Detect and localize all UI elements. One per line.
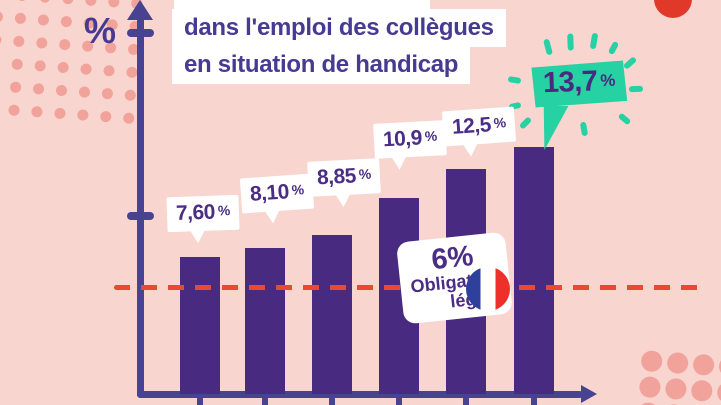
decorative-dot xyxy=(35,37,48,49)
y-axis-tick-20 xyxy=(127,29,154,37)
dot-pattern-bottom-right xyxy=(635,350,721,405)
dot-pattern-top-left xyxy=(0,0,143,125)
sparkle-dash-9 xyxy=(518,116,533,130)
y-axis-label: % xyxy=(84,10,117,51)
value-number: 10,9 xyxy=(382,126,423,152)
decorative-dot xyxy=(58,38,71,51)
decorative-dot xyxy=(666,351,689,375)
value-number: 8,10 xyxy=(249,180,290,206)
decorative-dot xyxy=(55,84,68,97)
x-axis-tick-4 xyxy=(396,396,402,405)
sparkle-dash-2 xyxy=(567,33,574,51)
bar-2 xyxy=(245,248,285,394)
value-bubble-3: 8,85% xyxy=(307,158,382,208)
decorative-dot xyxy=(692,353,715,377)
decorative-dot xyxy=(62,0,74,5)
bubble-tail xyxy=(334,192,352,208)
value-bubble-1: 7,60% xyxy=(166,194,240,244)
decorative-dot xyxy=(0,10,4,23)
decorative-dot xyxy=(78,86,91,98)
highlight-bubble-tail xyxy=(543,106,569,150)
value-number: 12,5 xyxy=(451,113,492,139)
bar-3 xyxy=(312,234,352,394)
decorative-dot xyxy=(14,12,27,25)
decorative-dot xyxy=(0,33,2,46)
percent-symbol: % xyxy=(291,181,305,198)
decorative-dot xyxy=(103,64,115,77)
decorative-dot xyxy=(99,110,112,123)
x-axis-tick-3 xyxy=(329,396,335,405)
bar-6 xyxy=(514,147,554,394)
decorative-dot xyxy=(54,107,66,120)
percent-symbol: % xyxy=(424,127,438,145)
bubble-tail xyxy=(264,208,282,224)
sparkle-dash-8 xyxy=(579,121,589,137)
decorative-dot xyxy=(57,61,69,74)
decorative-dot xyxy=(37,14,50,26)
y-axis xyxy=(137,14,144,398)
y-axis-arrow-icon xyxy=(127,0,153,20)
sparkle-dash-3 xyxy=(589,32,599,50)
value-number: 7,60 xyxy=(175,200,216,225)
decorative-dot xyxy=(31,105,43,118)
x-axis-tick-2 xyxy=(262,396,268,405)
bubble-tail xyxy=(189,228,207,244)
percent-symbol: % xyxy=(600,70,616,91)
decorative-dot xyxy=(60,15,73,28)
bubble-tail xyxy=(462,142,480,158)
percent-symbol: % xyxy=(493,114,507,131)
sparkle-dash-11 xyxy=(507,75,522,85)
x-axis xyxy=(137,391,583,398)
value-bubble-4: 10,9% xyxy=(373,120,448,171)
decorative-dot xyxy=(122,112,135,125)
decorative-dot xyxy=(12,35,25,48)
decorative-circle xyxy=(654,0,692,18)
decorative-dot xyxy=(80,63,92,75)
decorative-dot xyxy=(34,60,47,72)
decorative-dot xyxy=(690,379,714,402)
decorative-dot xyxy=(32,82,45,95)
percent-symbol: % xyxy=(358,165,372,183)
sparkle-dash-6 xyxy=(628,85,644,93)
y-axis-tick-10 xyxy=(127,212,154,220)
decorative-dot xyxy=(39,0,51,3)
decorative-dot xyxy=(107,0,120,8)
title-line-2: dans l'emploi des collègues xyxy=(172,9,506,48)
x-axis-tick-1 xyxy=(197,396,203,405)
percent-symbol: % xyxy=(217,202,231,219)
french-flag-icon xyxy=(466,267,510,311)
value-number: 8,85 xyxy=(316,164,357,190)
decorative-dot xyxy=(16,0,28,2)
x-axis-arrow-icon xyxy=(581,385,597,403)
x-axis-tick-6 xyxy=(531,396,537,405)
decorative-dot xyxy=(101,87,114,100)
value-bubble-5: 12,5% xyxy=(441,106,517,158)
decorative-dot xyxy=(716,381,721,404)
sparkle-dash-4 xyxy=(607,40,620,56)
value-bubble-2: 8,10% xyxy=(239,173,315,224)
decorative-dot xyxy=(8,104,20,117)
value-number: 13,7 xyxy=(542,65,598,100)
decorative-dot xyxy=(640,350,663,373)
decorative-dot xyxy=(638,375,662,399)
sparkle-dash-5 xyxy=(622,56,638,70)
decorative-dot xyxy=(11,58,24,71)
title-line-1: Inclusion et maintien xyxy=(174,0,431,10)
decorative-dot xyxy=(85,0,97,7)
bar-1 xyxy=(180,257,220,394)
sparkle-dash-1 xyxy=(543,38,553,56)
decorative-dot xyxy=(124,89,137,102)
x-axis-tick-5 xyxy=(463,396,469,405)
decorative-dot xyxy=(9,81,22,94)
sparkle-dash-7 xyxy=(617,112,632,126)
decorative-dot xyxy=(76,109,89,121)
decorative-dot xyxy=(664,377,688,401)
bubble-tail xyxy=(390,155,408,171)
title-line-3: en situation de handicap xyxy=(172,46,471,85)
value-bubble-6: 13,7% xyxy=(531,60,627,107)
